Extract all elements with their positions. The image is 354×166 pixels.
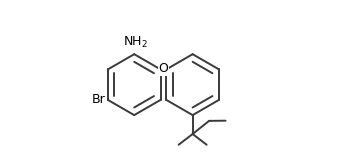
Text: NH$_2$: NH$_2$: [123, 35, 148, 50]
Text: O: O: [159, 62, 169, 75]
Text: Br: Br: [92, 93, 105, 106]
